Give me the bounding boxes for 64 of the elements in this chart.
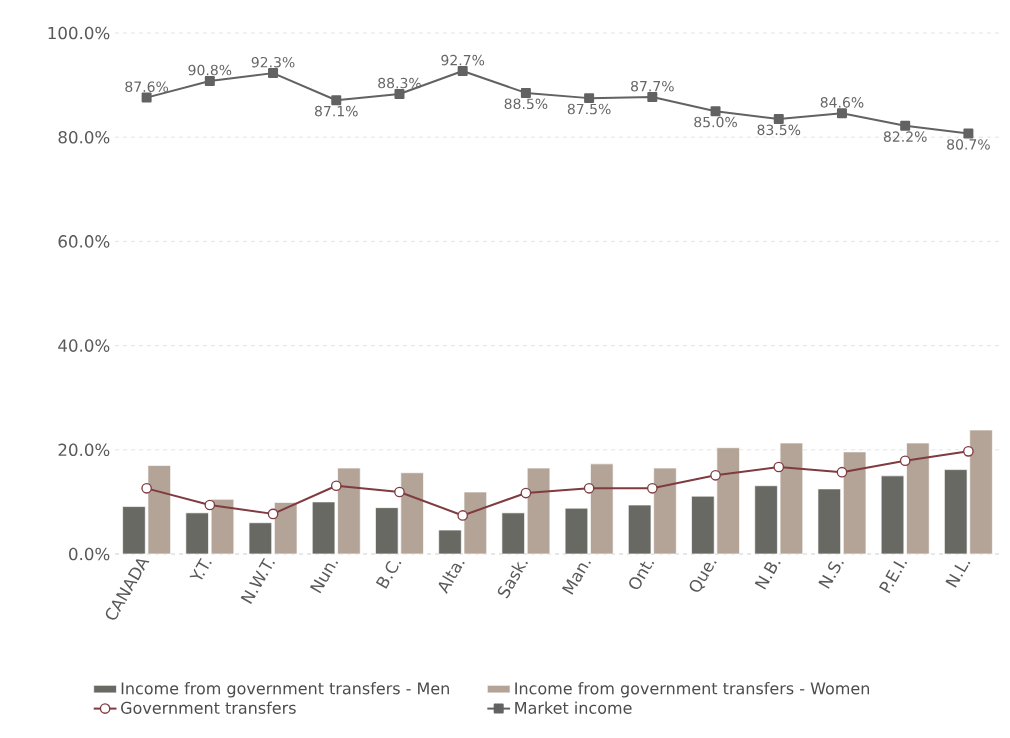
point	[710, 469, 721, 481]
point	[900, 120, 911, 131]
y-tick-label: 100.0%	[48, 26, 110, 40]
data-label: 92.7%	[441, 54, 485, 66]
data-label: 83.5%	[757, 124, 801, 136]
point	[520, 487, 532, 499]
point	[710, 106, 721, 117]
y-tick-label: 0.0%	[69, 547, 110, 561]
point	[268, 68, 279, 79]
point	[457, 510, 469, 521]
y-tick-label: 80.0%	[58, 130, 110, 144]
x-tick-label: Y.T.	[189, 557, 212, 580]
point	[583, 483, 595, 494]
legend-label: Income from government transfers - Women	[515, 682, 870, 698]
bar	[564, 507, 589, 555]
x-tick-label: N.L.	[945, 561, 971, 588]
point	[963, 446, 974, 457]
bar	[185, 512, 209, 555]
x-tick-label: N.S.	[818, 561, 844, 589]
data-label: 87.6%	[125, 81, 169, 92]
point	[773, 461, 785, 473]
legend-label: Government transfers	[121, 701, 296, 714]
bar	[817, 488, 841, 555]
x-tick-label: N.B.	[754, 561, 781, 590]
y-tick-label: 60.0%	[58, 235, 110, 248]
data-label: 92.3%	[251, 56, 295, 68]
point	[394, 88, 405, 99]
x-tick-label: Ont.	[629, 561, 655, 590]
data-label: 88.3%	[378, 77, 421, 89]
point	[331, 95, 342, 106]
point	[836, 108, 847, 119]
data-label: 84.6%	[820, 97, 864, 108]
point	[141, 92, 152, 103]
data-label: 88.5%	[504, 98, 548, 110]
data-label: 87.5%	[567, 103, 611, 115]
point	[520, 87, 531, 98]
legend-label: Income from government transfers - Men	[121, 682, 449, 698]
point	[204, 75, 215, 86]
point	[647, 92, 658, 103]
bar	[248, 522, 273, 555]
data-label: 82.2%	[883, 131, 927, 142]
point	[836, 466, 848, 478]
y-tick-label: 40.0%	[58, 339, 110, 352]
point	[394, 486, 405, 498]
point	[141, 483, 152, 494]
x-tick-label: B.C.	[375, 560, 402, 589]
data-label: 80.7%	[947, 139, 990, 150]
data-label: 87.7%	[631, 80, 674, 92]
bar	[501, 512, 525, 555]
point	[330, 480, 342, 492]
point	[457, 66, 468, 77]
y-tick-label: 20.0%	[58, 443, 110, 457]
point	[773, 113, 784, 124]
bar	[880, 475, 905, 555]
point	[204, 499, 216, 511]
legend-label: Market income	[515, 701, 632, 714]
data-label: 90.8%	[188, 64, 232, 76]
data-label: 87.1%	[314, 105, 358, 117]
point	[899, 455, 911, 467]
data-label: 85.0%	[694, 116, 737, 128]
point	[584, 93, 595, 104]
point	[646, 483, 658, 494]
point	[963, 128, 974, 139]
point	[267, 508, 279, 520]
